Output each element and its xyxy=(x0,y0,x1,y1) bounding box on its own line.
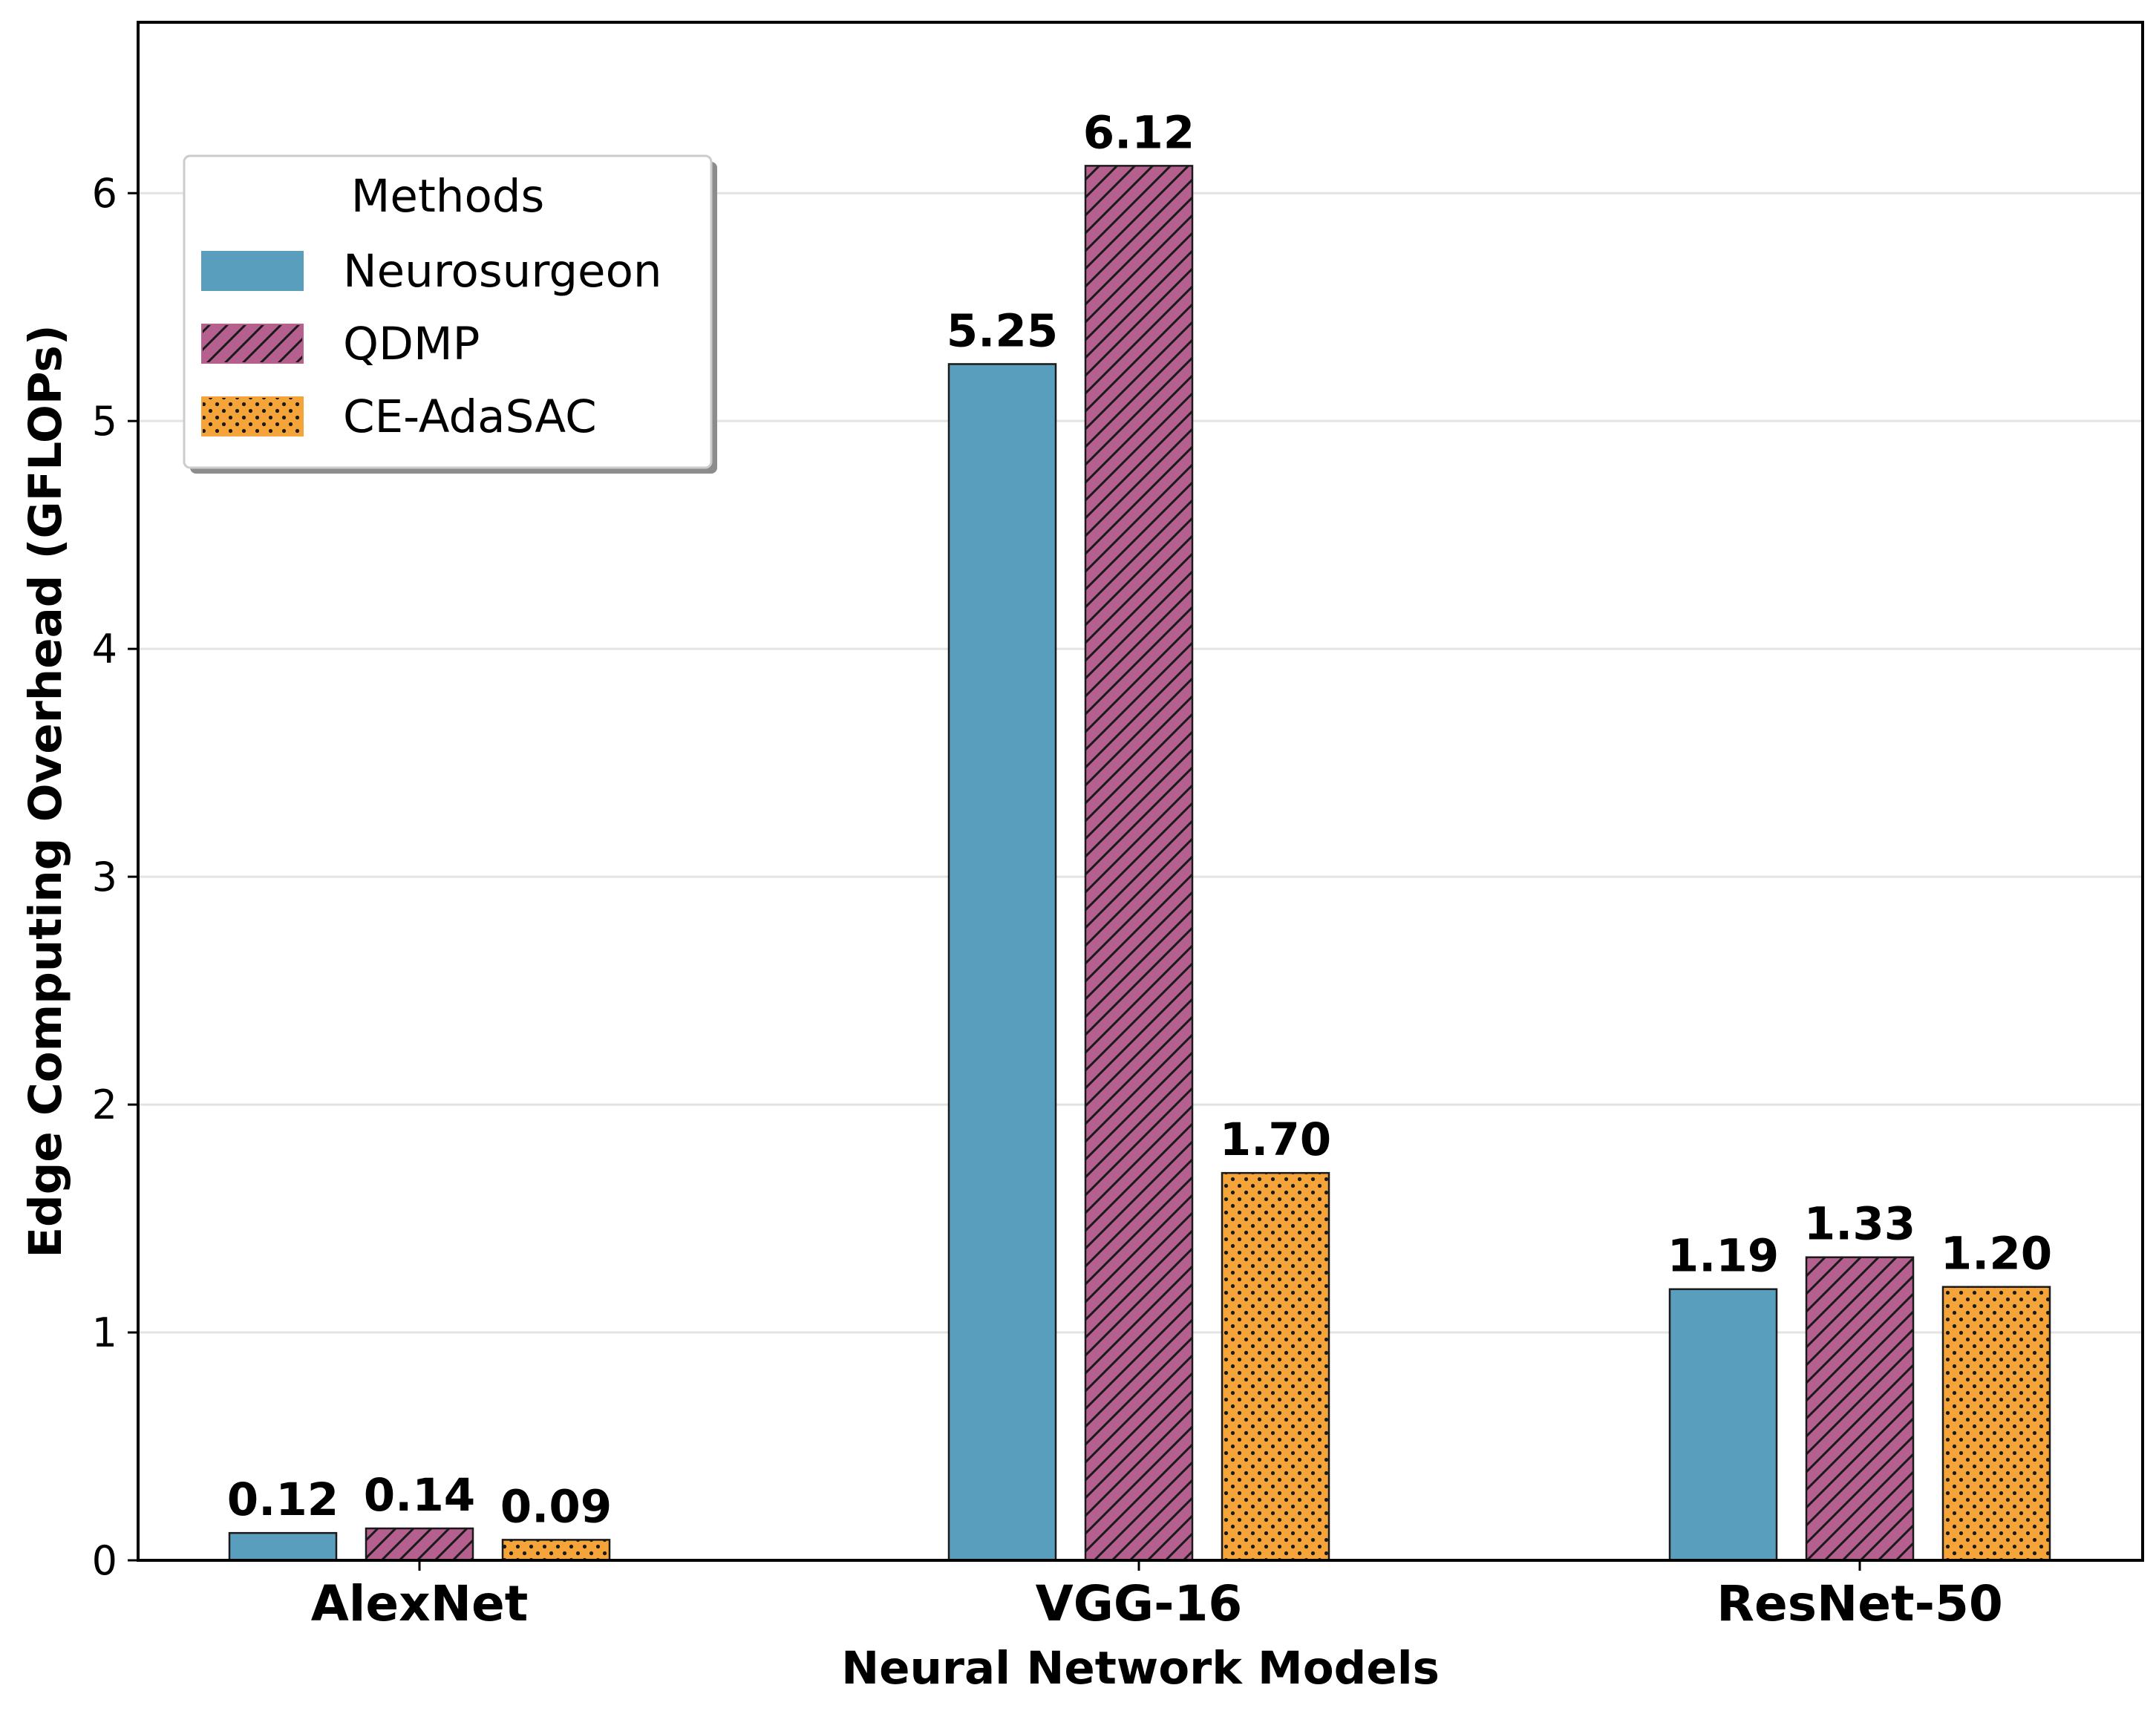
y-axis: 0 1 2 3 4 5 6 xyxy=(92,170,138,1584)
y-tick-label: 5 xyxy=(92,398,117,445)
plot-frame xyxy=(137,21,2144,1562)
y-tick-label: 3 xyxy=(92,854,117,900)
bars xyxy=(228,165,2051,1562)
legend-items: Neurosurgeon QDMP CE-AdaSAC xyxy=(201,245,662,443)
legend-swatch-qdmp xyxy=(201,324,304,364)
value-labels: 0.12 0.14 0.09 5.25 6.12 1.70 1.19 1.33 1.20 xyxy=(227,106,2053,1533)
bar-value-label: 0.09 xyxy=(500,1480,612,1533)
bar-qdmp xyxy=(1084,165,1194,1562)
y-axis-title: Edge Computing Overhead (GFLOPs) xyxy=(19,324,72,1257)
bar-qdmp xyxy=(1805,1256,1915,1562)
y-tick-label: 0 xyxy=(92,1537,117,1584)
bar-value-label: 5.25 xyxy=(947,304,1059,357)
bar-value-label: 6.12 xyxy=(1083,106,1195,159)
legend-label: CE-AdaSAC xyxy=(343,390,597,443)
x-tick-label: AlexNet xyxy=(311,1575,529,1632)
bar-value-label: 1.33 xyxy=(1804,1198,1916,1251)
bar-qdmp xyxy=(365,1527,474,1562)
y-tick-label: 2 xyxy=(92,1082,117,1128)
legend-swatch-ce-adasac xyxy=(201,396,304,436)
bar-value-label: 0.14 xyxy=(364,1469,476,1522)
legend-swatch-neurosurgeon xyxy=(201,251,304,291)
y-tick-label: 1 xyxy=(92,1309,117,1356)
bar-value-label: 1.19 xyxy=(1667,1230,1780,1283)
x-axis-title: Neural Network Models xyxy=(841,1642,1440,1695)
bar-ce-adasac xyxy=(501,1539,611,1562)
bar-value-label: 1.70 xyxy=(1220,1113,1332,1166)
bar-neurosurgeon xyxy=(947,363,1057,1562)
bar-value-label: 1.20 xyxy=(1941,1228,2053,1280)
x-axis: AlexNet VGG-16 ResNet-50 xyxy=(311,1560,2003,1632)
bar-value-label: 0.12 xyxy=(227,1473,339,1526)
y-tick-label: 6 xyxy=(92,170,117,217)
bar-neurosurgeon xyxy=(228,1531,338,1562)
legend-box xyxy=(183,154,713,469)
legend-title: Methods xyxy=(351,170,545,223)
legend-label: Neurosurgeon xyxy=(343,245,662,298)
bar-ce-adasac xyxy=(1221,1171,1330,1562)
bar-ce-adasac xyxy=(1941,1286,2051,1562)
bar-neurosurgeon xyxy=(1668,1288,1778,1562)
y-tick-label: 4 xyxy=(92,626,117,673)
legend-label: QDMP xyxy=(343,318,480,370)
x-tick-label: VGG-16 xyxy=(1036,1575,1243,1632)
x-tick-label: ResNet-50 xyxy=(1716,1575,2003,1632)
legend: Methods Neurosurgeon QDMP CE-AdaSAC xyxy=(183,154,717,474)
